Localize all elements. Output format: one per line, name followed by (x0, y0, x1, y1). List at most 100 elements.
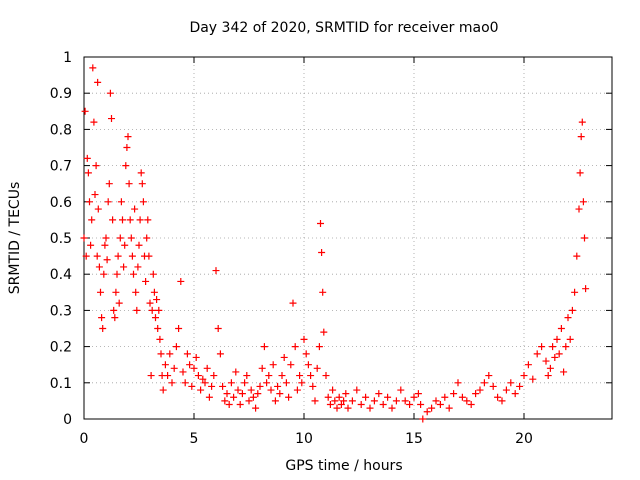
data-point (485, 372, 493, 380)
data-point (370, 397, 378, 405)
data-point (511, 390, 519, 398)
data-point (335, 393, 343, 401)
x-tick-label: 20 (515, 431, 533, 447)
data-point (472, 390, 480, 398)
data-point (544, 372, 552, 380)
data-point (214, 325, 222, 332)
y-tick-label: 0.8 (50, 122, 72, 138)
data-point (122, 162, 130, 170)
data-point (342, 390, 350, 398)
data-point (502, 386, 510, 394)
data-point (326, 401, 334, 409)
data-point (105, 180, 113, 188)
data-point (225, 401, 233, 409)
data-point (304, 361, 312, 369)
data-point (276, 390, 284, 398)
data-point (124, 133, 132, 141)
data-point (98, 314, 106, 322)
data-point (555, 350, 563, 358)
data-point (280, 353, 288, 361)
data-point (265, 372, 273, 380)
data-point (113, 270, 121, 278)
data-point (109, 216, 117, 224)
data-point (121, 241, 129, 249)
data-point (139, 198, 147, 206)
y-tick-label: 0.7 (50, 159, 72, 175)
data-point (287, 361, 295, 369)
data-point (324, 393, 332, 401)
data-point (128, 252, 136, 260)
data-point (164, 372, 172, 380)
data-point (133, 306, 141, 314)
data-point (230, 393, 238, 401)
data-point (258, 364, 266, 372)
data-point (136, 216, 144, 224)
data-point (190, 364, 198, 372)
data-point (168, 379, 176, 387)
chart-title: Day 342 of 2020, SRMTID for receiver mao… (189, 20, 498, 36)
data-point (579, 198, 587, 206)
data-point (115, 299, 123, 307)
y-tick-label: 0.3 (50, 303, 72, 319)
data-point (293, 386, 301, 394)
data-point (362, 393, 370, 401)
data-point (94, 78, 102, 86)
data-point (318, 248, 326, 256)
data-point (179, 368, 187, 376)
data-point (384, 393, 392, 401)
data-point (410, 393, 418, 401)
data-point (131, 205, 139, 213)
data-point (319, 288, 327, 296)
data-point (205, 393, 213, 401)
data-point (533, 350, 541, 358)
data-point (156, 335, 164, 343)
data-point (116, 234, 124, 242)
data-point (445, 404, 453, 412)
data-point (137, 169, 145, 177)
data-point (227, 379, 235, 387)
data-point (142, 277, 150, 285)
data-point (467, 401, 475, 409)
data-point (450, 390, 458, 398)
data-point (87, 241, 95, 249)
data-point (263, 379, 271, 387)
data-point (348, 397, 356, 405)
data-point (406, 401, 414, 409)
data-point (159, 386, 167, 394)
data-point (397, 386, 405, 394)
data-point (152, 314, 159, 322)
data-point (271, 397, 279, 405)
data-point (172, 343, 180, 351)
data-point (344, 404, 352, 412)
data-point (177, 277, 185, 285)
data-point (498, 397, 506, 405)
data-point (99, 325, 107, 332)
data-point (298, 379, 306, 387)
data-point (333, 404, 341, 412)
data-point (562, 343, 570, 351)
data-point (576, 169, 584, 177)
x-axis-label: GPS time / hours (285, 458, 402, 474)
x-axis: 0 5 10 15 20 (80, 57, 533, 447)
data-point (249, 393, 257, 401)
data-point (296, 372, 304, 380)
data-point (216, 350, 224, 358)
data-point (573, 252, 581, 260)
data-point (149, 270, 157, 278)
data-point (560, 368, 568, 376)
data-point (95, 263, 103, 271)
data-point (241, 379, 249, 387)
data-point (417, 401, 425, 409)
data-point (186, 361, 194, 369)
data-point (317, 220, 324, 228)
data-point (260, 343, 268, 351)
data-point (82, 252, 90, 260)
data-point (546, 364, 554, 372)
data-point (315, 343, 323, 351)
data-point (337, 401, 345, 409)
data-point (311, 397, 319, 405)
data-point (135, 241, 143, 249)
data-point (401, 397, 409, 405)
data-point (538, 343, 546, 351)
